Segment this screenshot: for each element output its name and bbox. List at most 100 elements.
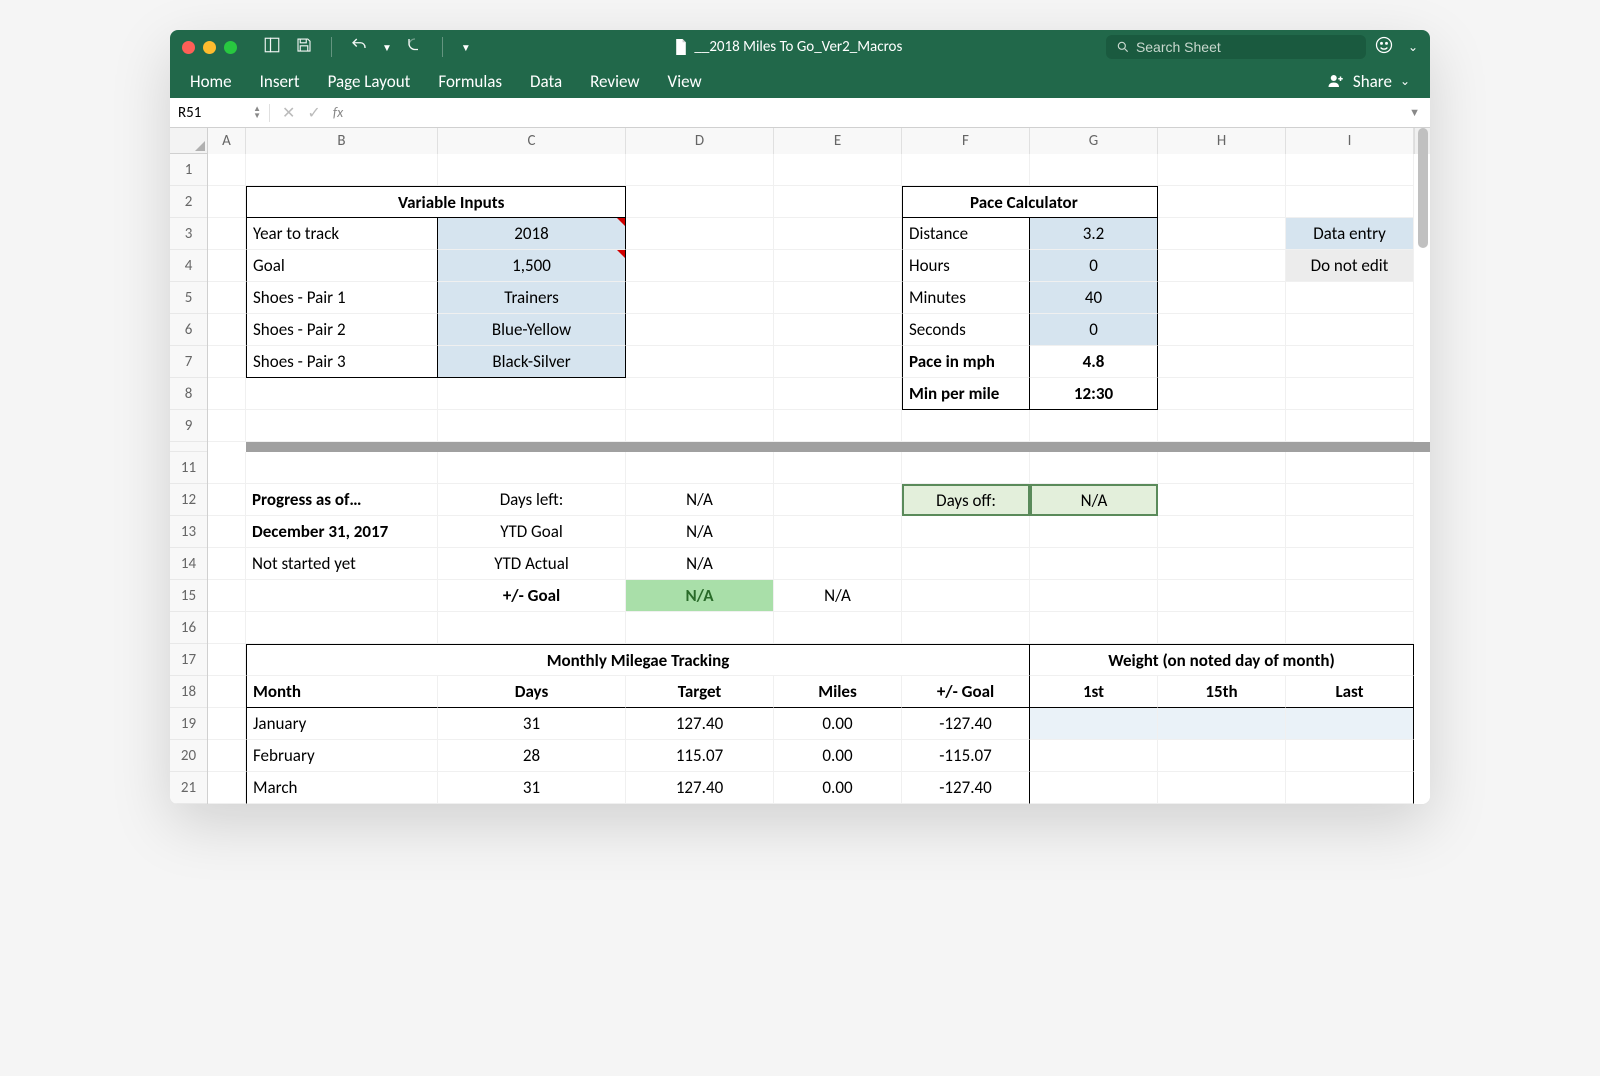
tab-data[interactable]: Data	[530, 71, 562, 92]
cell[interactable]: December 31, 2017	[246, 516, 438, 548]
cell[interactable]: Shoes - Pair 2	[246, 314, 438, 346]
autosave-icon[interactable]	[263, 36, 281, 59]
chevron-down-icon[interactable]: ⌄	[1408, 40, 1418, 55]
row-header[interactable]: 18	[170, 676, 207, 708]
col-days[interactable]: Days	[438, 676, 626, 708]
cell[interactable]: YTD Goal	[438, 516, 626, 548]
col-header[interactable]: C	[438, 128, 626, 154]
cell[interactable]: YTD Actual	[438, 548, 626, 580]
tab-insert[interactable]: Insert	[260, 71, 300, 92]
minimize-button[interactable]	[203, 41, 216, 54]
name-box[interactable]: R51 ▲▼	[170, 104, 270, 122]
row-header[interactable]: 7	[170, 346, 207, 378]
worksheet[interactable]: 1 2 3 4 5 6 7 8 9 11 12 13 14 15 16 17 1…	[170, 154, 1430, 804]
col-wl[interactable]: Last	[1286, 676, 1414, 708]
cell[interactable]: N/A	[626, 580, 774, 612]
cell[interactable]: Goal	[246, 250, 438, 282]
feedback-icon[interactable]	[1374, 35, 1394, 60]
cell[interactable]: N/A	[626, 548, 774, 580]
scrollbar-vertical[interactable]	[1414, 128, 1430, 154]
cell[interactable]: N/A	[1030, 484, 1158, 516]
cell[interactable]: Black-Silver	[438, 346, 626, 378]
tab-formulas[interactable]: Formulas	[438, 71, 502, 92]
row-header[interactable]: 11	[170, 452, 207, 484]
cell[interactable]: Days off:	[902, 484, 1030, 516]
col-header[interactable]: F	[902, 128, 1030, 154]
save-icon[interactable]	[295, 36, 313, 59]
cell[interactable]: Shoes - Pair 3	[246, 346, 438, 378]
col-month[interactable]: Month	[246, 676, 438, 708]
cell[interactable]: +/- Goal	[438, 580, 626, 612]
col-w15[interactable]: 15th	[1158, 676, 1286, 708]
undo-icon[interactable]	[350, 36, 368, 59]
cell[interactable]: 0	[1030, 250, 1158, 282]
row-header[interactable]: 15	[170, 580, 207, 612]
tab-view[interactable]: View	[668, 71, 702, 92]
qat-customizer[interactable]: ▼	[461, 41, 471, 54]
col-miles[interactable]: Miles	[774, 676, 902, 708]
cell[interactable]: Days left:	[438, 484, 626, 516]
cell[interactable]: 40	[1030, 282, 1158, 314]
table-row[interactable]: February	[246, 740, 438, 772]
fx-icon[interactable]: fx	[333, 104, 343, 121]
cell[interactable]: N/A	[626, 484, 774, 516]
row-header[interactable]: 13	[170, 516, 207, 548]
cell[interactable]: Pace in mph	[902, 346, 1030, 378]
cell[interactable]: Distance	[902, 218, 1030, 250]
cell[interactable]: Shoes - Pair 1	[246, 282, 438, 314]
col-header[interactable]: H	[1158, 128, 1286, 154]
search-input[interactable]	[1136, 39, 1356, 55]
tab-page-layout[interactable]: Page Layout	[328, 71, 411, 92]
col-header[interactable]: I	[1286, 128, 1414, 154]
cell[interactable]: 3.2	[1030, 218, 1158, 250]
share-button[interactable]: Share ⌄	[1327, 71, 1410, 92]
cell[interactable]: N/A	[774, 580, 902, 612]
row-header[interactable]: 4	[170, 250, 207, 282]
row-header[interactable]: 6	[170, 314, 207, 346]
row-header[interactable]: 5	[170, 282, 207, 314]
row-header[interactable]: 17	[170, 644, 207, 676]
select-all-corner[interactable]	[170, 128, 208, 154]
row-header[interactable]: 14	[170, 548, 207, 580]
tab-review[interactable]: Review	[590, 71, 639, 92]
cancel-formula-icon[interactable]: ✕	[282, 103, 295, 123]
cell[interactable]: Year to track	[246, 218, 438, 250]
cell[interactable]: 1,500	[438, 250, 626, 282]
expand-formula-bar[interactable]: ▼	[1399, 106, 1430, 119]
cell[interactable]: Minutes	[902, 282, 1030, 314]
maximize-button[interactable]	[224, 41, 237, 54]
table-row[interactable]: January	[246, 708, 438, 740]
row-header[interactable]: 3	[170, 218, 207, 250]
col-pm[interactable]: +/- Goal	[902, 676, 1030, 708]
cell[interactable]: 12:30	[1030, 378, 1158, 410]
tab-home[interactable]: Home	[190, 71, 232, 92]
close-button[interactable]	[182, 41, 195, 54]
col-header[interactable]: E	[774, 128, 902, 154]
row-header[interactable]: 12	[170, 484, 207, 516]
cell[interactable]: Progress as of…	[246, 484, 438, 516]
col-target[interactable]: Target	[626, 676, 774, 708]
row-header[interactable]: 9	[170, 410, 207, 442]
cell[interactable]: 0	[1030, 314, 1158, 346]
col-header[interactable]: D	[626, 128, 774, 154]
row-header[interactable]: 21	[170, 772, 207, 804]
cell[interactable]: Blue-Yellow	[438, 314, 626, 346]
row-header[interactable]: 20	[170, 740, 207, 772]
redo-icon[interactable]	[406, 36, 424, 59]
col-w1[interactable]: 1st	[1030, 676, 1158, 708]
col-header[interactable]: B	[246, 128, 438, 154]
col-header[interactable]: A	[208, 128, 246, 154]
cell[interactable]: 4.8	[1030, 346, 1158, 378]
table-row[interactable]: March	[246, 772, 438, 804]
row-header[interactable]: 8	[170, 378, 207, 410]
col-header[interactable]: G	[1030, 128, 1158, 154]
row-header[interactable]: 1	[170, 154, 207, 186]
cell[interactable]: 2018	[438, 218, 626, 250]
cell[interactable]: Trainers	[438, 282, 626, 314]
cell[interactable]: Min per mile	[902, 378, 1030, 410]
row-header[interactable]: 19	[170, 708, 207, 740]
cell[interactable]: Hours	[902, 250, 1030, 282]
cell[interactable]: Seconds	[902, 314, 1030, 346]
row-header[interactable]: 2	[170, 186, 207, 218]
cell[interactable]: N/A	[626, 516, 774, 548]
